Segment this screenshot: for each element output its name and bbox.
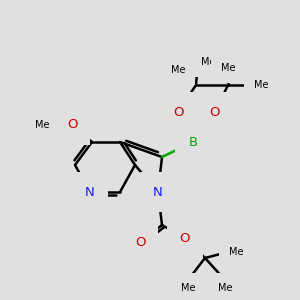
Text: B: B (188, 136, 198, 148)
Text: Me: Me (171, 65, 185, 75)
Text: Me: Me (221, 63, 235, 73)
Text: Me: Me (254, 80, 268, 90)
Text: O: O (67, 118, 77, 131)
Text: O: O (210, 106, 220, 118)
Text: O: O (180, 232, 190, 244)
Text: O: O (173, 106, 183, 118)
Text: N: N (153, 185, 163, 199)
Text: Me: Me (218, 283, 232, 293)
Text: Me: Me (201, 57, 215, 67)
Text: Me: Me (229, 247, 243, 257)
Text: Me: Me (35, 120, 49, 130)
Text: N: N (85, 185, 95, 199)
Text: O: O (135, 236, 145, 248)
Text: Me: Me (181, 283, 195, 293)
